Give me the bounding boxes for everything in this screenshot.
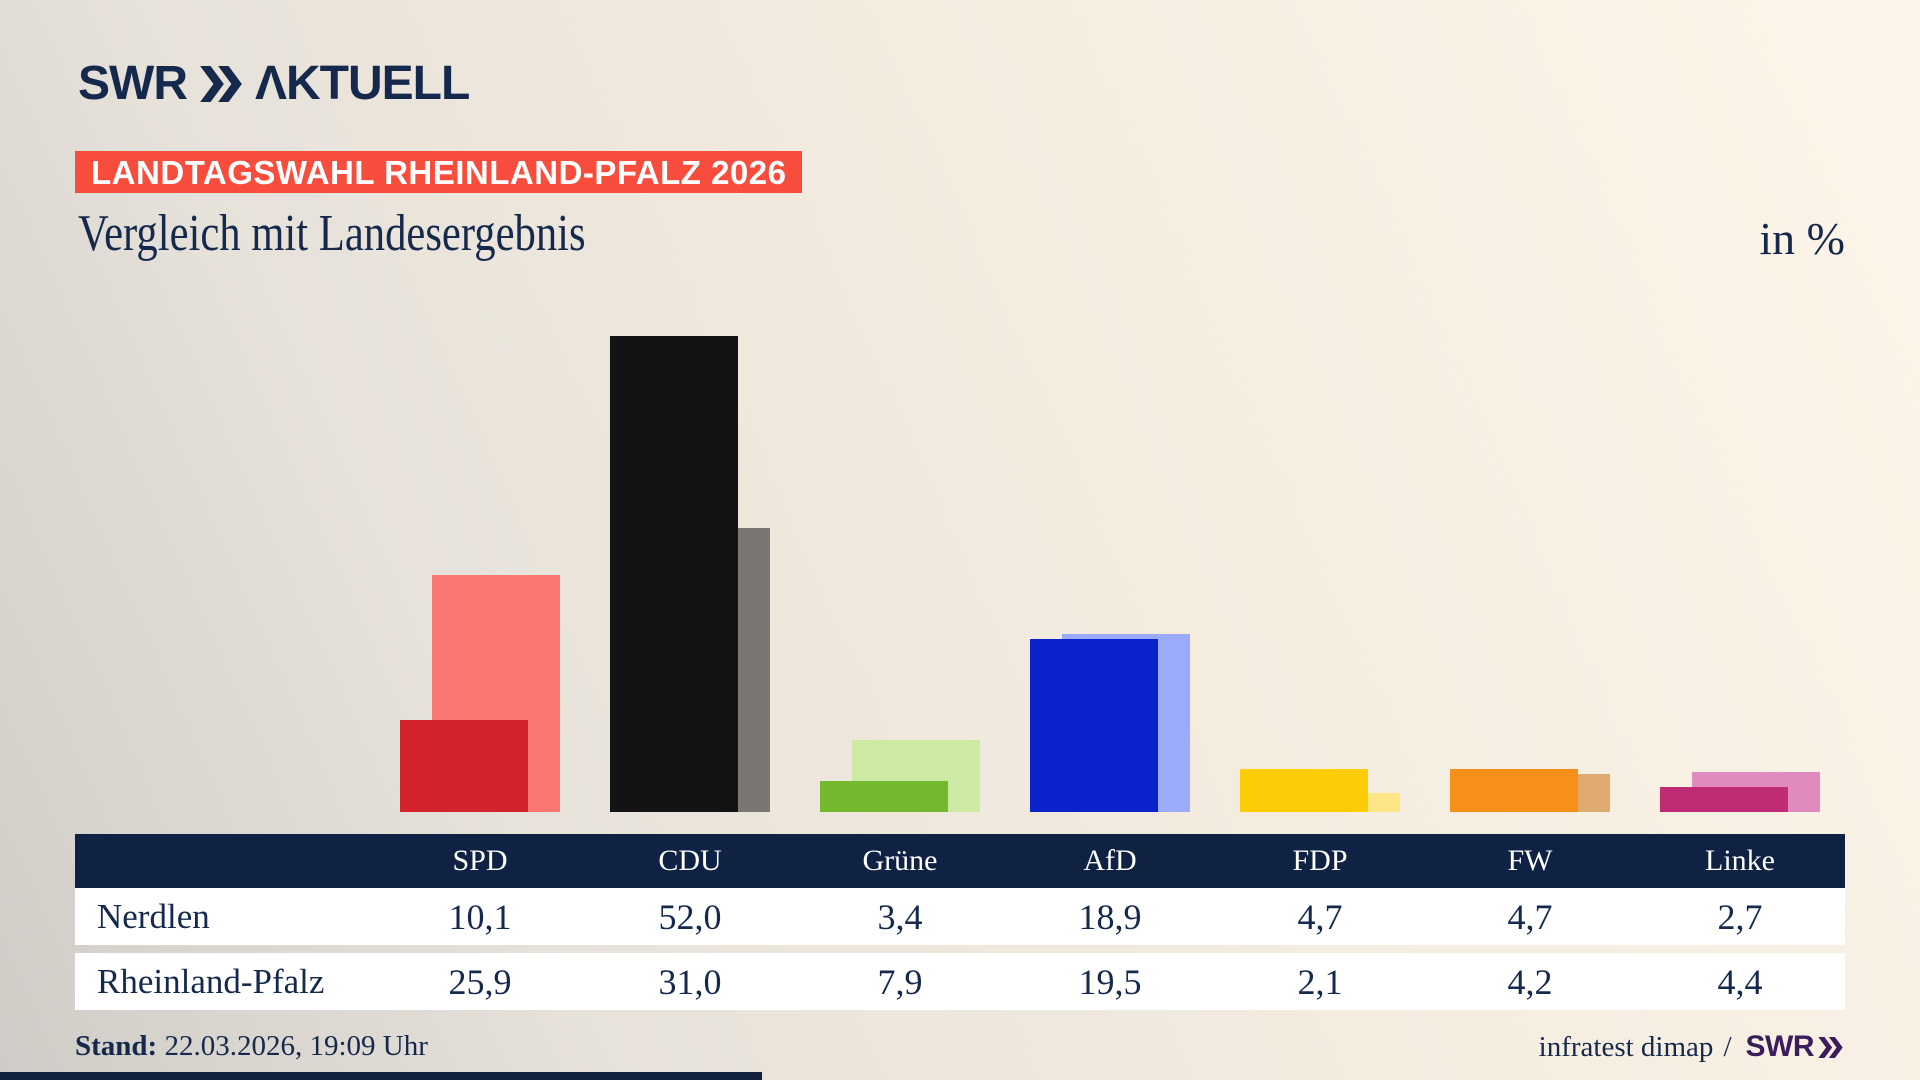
value-rheinlandpfalz-linke: 4,4 (1717, 961, 1763, 1002)
value-rheinlandpfalz-fdp: 2,1 (1297, 961, 1343, 1002)
value-nerdlen-fw: 4,7 (1507, 896, 1553, 937)
bar-nerdlen-spd (400, 720, 528, 812)
timestamp: Stand: 22.03.2026, 19:09 Uhr (75, 1030, 428, 1063)
logo-product: ΛKTUELL (254, 57, 470, 110)
value-rheinlandpfalz-cdu: 31,0 (658, 961, 722, 1002)
table-row-municipality: Nerdlen 10,1 52,0 3,4 18,9 4,7 4,7 2,7 (75, 888, 1845, 945)
results-table: SPD CDU Grüne AfD FDP FW Linke Nerdlen 10,1 52,0… (75, 834, 1845, 1010)
value-rheinlandpfalz-afd: 19,5 (1078, 961, 1142, 1002)
value-nerdlen-spd: 10,1 (448, 896, 512, 937)
unit-label: in % (1759, 213, 1845, 264)
value-rheinlandpfalz-spd: 25,9 (448, 961, 512, 1002)
source-separator: / (1723, 1030, 1732, 1063)
table-row-state: Rheinland-Pfalz 25,9 31,0 7,9 19,5 2,1 4,2 4,4 (75, 953, 1845, 1010)
value-nerdlen-cdu: 52,0 (658, 896, 722, 937)
value-rheinlandpfalz-fw: 4,2 (1507, 961, 1553, 1002)
source-attribution: infratest dimap / SWR (1539, 1030, 1843, 1064)
source-brand-text: SWR (1745, 1030, 1815, 1063)
swr-aktuell-logo: SWR ΛKTUELL (78, 57, 470, 110)
value-nerdlen-afd: 18,9 (1078, 896, 1142, 937)
value-rheinlandpfalz-gruene: 7,9 (877, 961, 923, 1002)
stand-label: Stand: (75, 1030, 158, 1062)
column-header-linke: Linke (1705, 844, 1775, 877)
value-nerdlen-fdp: 4,7 (1297, 896, 1343, 937)
stand-value: 22.03.2026, 19:09 Uhr (164, 1030, 428, 1062)
table-header-row: SPD CDU Grüne AfD FDP FW Linke (75, 834, 1845, 888)
source-brand-logo: SWR (1746, 1030, 1844, 1064)
column-header-spd: SPD (452, 844, 508, 877)
bar-nerdlen-gruene (820, 781, 948, 812)
bar-nerdlen-fdp (1240, 769, 1368, 812)
row-label-rheinlandpfalz: Rheinland-Pfalz (97, 961, 325, 1001)
chart-title: Vergleich mit Landesergebnis (78, 205, 586, 262)
value-nerdlen-linke: 2,7 (1717, 896, 1763, 937)
bar-nerdlen-fw (1450, 769, 1578, 812)
column-header-cdu: CDU (658, 844, 722, 877)
column-header-gruene: Grüne (862, 844, 938, 877)
bar-nerdlen-afd (1030, 639, 1158, 812)
source-text: infratest dimap (1538, 1030, 1714, 1063)
row-label-nerdlen: Nerdlen (97, 896, 210, 936)
column-header-fw: FW (1507, 844, 1553, 877)
chevrons-icon (200, 66, 242, 102)
source-chevrons-icon (1818, 1036, 1843, 1058)
column-header-afd: AfD (1083, 844, 1137, 877)
election-badge: LANDTAGSWAHL RHEINLAND-PFALZ 2026 (75, 151, 803, 193)
column-header-fdp: FDP (1292, 844, 1348, 877)
logo-channel: SWR (78, 57, 188, 110)
bottom-edge-bar (0, 1072, 762, 1080)
bar-nerdlen-linke (1660, 787, 1788, 812)
value-nerdlen-gruene: 3,4 (877, 896, 923, 937)
bar-nerdlen-cdu (610, 336, 738, 812)
